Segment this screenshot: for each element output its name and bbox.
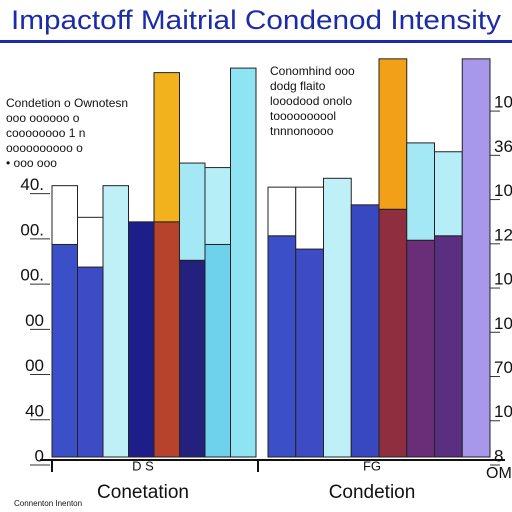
chart-title: Impactoff Maitrial Condenod Intensity — [11, 5, 502, 35]
x-axis-label: Condetion — [329, 482, 416, 503]
annotation: dodg flaito — [270, 79, 326, 93]
y-tick-label: 36 — [494, 137, 512, 156]
annotation: Conomhind ooo — [270, 64, 355, 78]
bar-segment — [434, 235, 463, 458]
y-tick-label: 00. — [20, 266, 44, 285]
axis-end-label: OM — [486, 465, 512, 482]
bar-segment — [153, 221, 180, 458]
bar-segment — [378, 58, 408, 210]
bar-segment — [378, 208, 408, 458]
x-axis-label: Conetation — [97, 482, 189, 503]
bar-segment — [406, 142, 435, 241]
annotation: Condetion o Ownotesn — [6, 96, 128, 110]
annotation: oooooooooo o — [6, 141, 83, 155]
category-label: FG — [363, 458, 381, 473]
y-tick-label: 10 — [494, 402, 512, 421]
y-tick-label: 70 — [494, 358, 512, 377]
bar-segment — [230, 67, 257, 458]
bar-segment — [102, 185, 129, 458]
bar-segment — [51, 185, 78, 245]
bar-segment — [406, 239, 435, 458]
bar-segment — [267, 235, 297, 458]
y-tick-label: 00 — [25, 311, 44, 330]
annotation: coooooooo 1 n — [6, 126, 85, 140]
bar-segment — [179, 162, 206, 261]
y-tick-label: 10 — [494, 93, 512, 112]
y-tick-label: 10 — [494, 181, 512, 200]
y-tick-label: 12 — [494, 225, 512, 244]
title-rule — [0, 40, 512, 43]
annotation: tnnnonoooo — [270, 124, 334, 138]
bar-segment — [295, 186, 324, 250]
bar-segment — [51, 243, 78, 458]
y-tick-label: 10 — [494, 314, 512, 333]
bar-segment — [323, 177, 352, 458]
bar-segment — [295, 248, 324, 458]
bar-segment — [179, 259, 206, 458]
y-tick-label: 00 — [25, 356, 44, 375]
y-tick-label: 8 — [494, 446, 503, 465]
bar-segment — [204, 167, 231, 245]
bar-segment — [434, 151, 463, 237]
footer: Connenton Inenton — [14, 499, 82, 508]
bar-segment — [77, 216, 104, 268]
bar-segment — [204, 243, 231, 458]
bar-segment — [461, 58, 491, 458]
annotation: ooo oooooo o — [6, 111, 80, 125]
y-tick-label: 40 — [25, 401, 44, 420]
bar-segment — [128, 221, 155, 458]
y-tick-label: 10 — [494, 270, 512, 289]
y-tick-label: 40. — [20, 175, 44, 194]
bar-segment — [267, 186, 297, 237]
annotation: toooooooool — [270, 109, 336, 123]
bar-segment — [77, 266, 104, 458]
bar-segment — [153, 72, 180, 223]
annotation: • ooo ooo — [6, 156, 57, 170]
category-label: D S — [132, 458, 154, 473]
bar-segment — [350, 204, 380, 458]
annotation: looodood onolo — [270, 94, 352, 108]
y-tick-label: 0 — [35, 446, 44, 465]
y-tick-label: 00. — [20, 220, 44, 239]
